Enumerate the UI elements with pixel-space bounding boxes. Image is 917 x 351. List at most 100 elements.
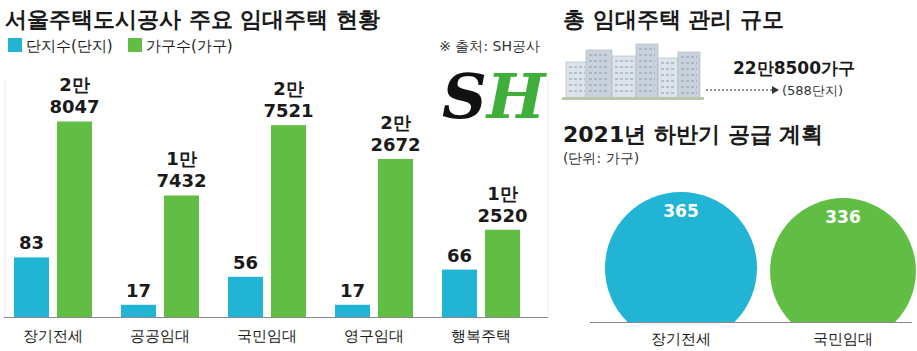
source-note: ※ 출처: SH공사 xyxy=(439,38,540,54)
building xyxy=(566,62,588,98)
bubble xyxy=(605,192,757,322)
building xyxy=(658,58,678,98)
building xyxy=(678,52,700,98)
category-label: 공공임대 xyxy=(130,327,190,345)
data-label: 2만2672 xyxy=(370,112,420,155)
data-label: 2만7521 xyxy=(263,78,313,121)
y2-axis-line xyxy=(548,80,549,317)
building-windows xyxy=(569,91,585,92)
building-windows xyxy=(615,79,633,80)
ground xyxy=(562,97,704,100)
category-label: 행복주택 xyxy=(451,327,511,345)
chart-subtitle: (단위: 가구) xyxy=(563,150,639,166)
building xyxy=(636,44,658,98)
building-windows xyxy=(681,81,697,82)
building-windows xyxy=(589,55,609,56)
panel-title: 총 임대주택 관리 규모 xyxy=(563,7,784,32)
building-windows xyxy=(615,91,633,92)
building-windows xyxy=(569,73,585,74)
building-windows xyxy=(661,69,675,70)
baseline xyxy=(590,322,912,323)
bubble xyxy=(770,198,916,322)
building-windows xyxy=(661,93,675,94)
baseline xyxy=(4,317,548,318)
category-label: 국민임대 xyxy=(237,327,297,345)
data-label: 17 xyxy=(340,280,365,301)
arrow-head xyxy=(772,86,779,94)
building-windows xyxy=(681,69,697,70)
logo: SH xyxy=(442,60,548,133)
bar xyxy=(164,195,199,317)
building-windows xyxy=(615,73,633,74)
bubble-labels: 365 336 xyxy=(663,201,861,227)
data-label: 1만7432 xyxy=(156,148,206,191)
building-windows xyxy=(681,57,697,58)
building-windows xyxy=(639,73,655,74)
legend-swatch xyxy=(128,38,142,52)
building-windows xyxy=(681,87,697,88)
bar xyxy=(271,125,306,317)
total-complexes: (588단지) xyxy=(782,83,843,98)
category-label: 장기전세 xyxy=(23,327,83,345)
data-label: 1만2520 xyxy=(477,183,527,226)
building-windows xyxy=(639,85,655,86)
building-windows xyxy=(615,67,633,68)
y-axis-line xyxy=(5,80,6,317)
building-windows xyxy=(661,63,675,64)
building-windows xyxy=(569,85,585,86)
building-windows xyxy=(661,81,675,82)
building-windows xyxy=(615,85,633,86)
infographic: 서울주택도시공사 주요 임대주택 현황단지수(단지) 가구수(가구) ※ 출처: S… xyxy=(0,0,917,351)
data-label: 2만8047 xyxy=(49,74,99,117)
data-label: 365 xyxy=(663,201,699,221)
legend-swatch xyxy=(8,38,22,52)
building-windows xyxy=(589,91,609,92)
bar xyxy=(442,270,477,317)
category-label: 국민임대 xyxy=(813,330,873,348)
building-windows xyxy=(681,75,697,76)
bar xyxy=(335,305,370,317)
category-label: 장기전세 xyxy=(651,330,711,348)
building-windows xyxy=(569,79,585,80)
building-windows xyxy=(589,73,609,74)
building-windows xyxy=(589,61,609,62)
building-windows xyxy=(569,67,585,68)
building-windows xyxy=(639,91,655,92)
building-windows xyxy=(681,93,697,94)
category-label: 영구임대 xyxy=(344,327,404,345)
bar-labels: 83 2만8047 17 1만7432 56 2만7521 17 2만2672 661만2520 xyxy=(19,74,528,300)
building-windows xyxy=(661,87,675,88)
building-windows xyxy=(589,67,609,68)
bar xyxy=(378,159,413,317)
building-windows xyxy=(589,79,609,80)
data-label: 66 xyxy=(447,245,472,266)
arrow-line xyxy=(706,89,772,90)
total-households: 22만8500가구 xyxy=(733,58,855,78)
building xyxy=(612,56,636,98)
building-windows xyxy=(681,63,697,64)
data-label: 336 xyxy=(825,207,861,227)
building-windows xyxy=(639,49,655,50)
bubbles xyxy=(605,192,916,322)
bar xyxy=(14,257,49,317)
building-windows xyxy=(639,79,655,80)
building-illustration xyxy=(562,44,704,100)
chart-title: 서울주택도시공사 주요 임대주택 현황 xyxy=(5,7,380,32)
chart-title: 2021년 하반기 공급 계획 xyxy=(563,122,823,147)
data-label: 83 xyxy=(19,232,44,253)
building xyxy=(586,50,612,98)
legend-label: 단지수(단지) xyxy=(26,37,113,55)
bar xyxy=(121,305,156,317)
bar xyxy=(57,121,92,317)
building-windows xyxy=(589,85,609,86)
bar xyxy=(228,277,263,317)
legend-label: 가구수(가구) xyxy=(146,37,233,55)
building-windows xyxy=(639,67,655,68)
bars xyxy=(14,121,520,317)
data-label: 56 xyxy=(233,252,258,273)
building-windows xyxy=(639,61,655,62)
building-windows xyxy=(639,55,655,56)
bar xyxy=(485,230,520,317)
data-label: 17 xyxy=(126,280,151,301)
building-windows xyxy=(661,75,675,76)
